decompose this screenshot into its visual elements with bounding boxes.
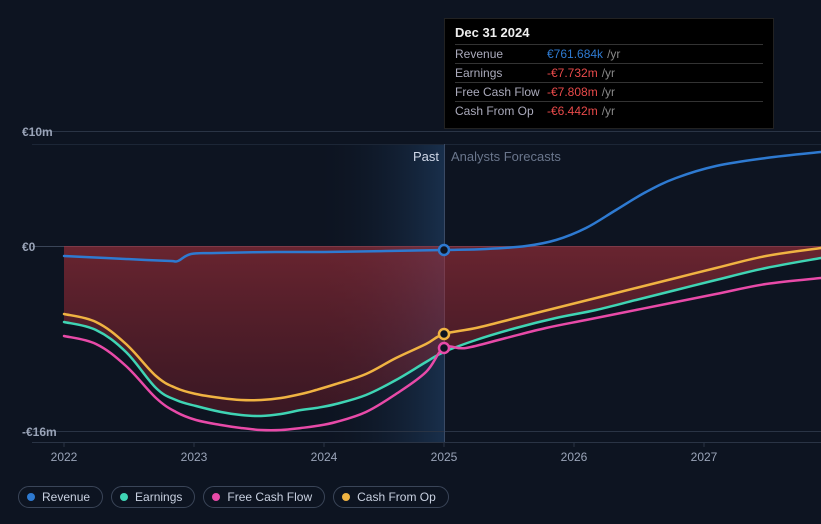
legend-label: Earnings <box>135 490 182 504</box>
x-tick-label: 2022 <box>51 450 78 464</box>
tooltip-value: €761.684k <box>547 47 603 61</box>
past-region-label: Past <box>413 149 439 164</box>
x-tick-label: 2027 <box>691 450 718 464</box>
financials-forecast-chart: €10m €0 -€16m 2022 2023 2024 2025 2026 2… <box>16 0 805 524</box>
y-tick-label: -€16m <box>22 425 57 439</box>
tooltip-label: Cash From Op <box>455 104 547 118</box>
legend-label: Revenue <box>42 490 90 504</box>
legend-item-cfo[interactable]: Cash From Op <box>333 486 449 508</box>
tooltip-date: Dec 31 2024 <box>455 25 763 44</box>
x-tick-label: 2023 <box>181 450 208 464</box>
tooltip-value: -€7.808m <box>547 85 598 99</box>
tooltip-row-revenue: Revenue €761.684k /yr <box>455 44 763 63</box>
legend-item-fcf[interactable]: Free Cash Flow <box>203 486 325 508</box>
tooltip-unit: /yr <box>602 104 615 118</box>
legend-label: Cash From Op <box>357 490 436 504</box>
tooltip-row-earnings: Earnings -€7.732m /yr <box>455 63 763 82</box>
tooltip-value: -€6.442m <box>547 104 598 118</box>
legend-item-revenue[interactable]: Revenue <box>18 486 103 508</box>
tooltip-label: Earnings <box>455 66 547 80</box>
legend-dot-icon <box>212 493 220 501</box>
legend-item-earnings[interactable]: Earnings <box>111 486 195 508</box>
tooltip-value: -€7.732m <box>547 66 598 80</box>
legend-dot-icon <box>342 493 350 501</box>
x-tick-label: 2025 <box>431 450 458 464</box>
legend-label: Free Cash Flow <box>227 490 312 504</box>
tooltip-row-cfo: Cash From Op -€6.442m /yr <box>455 101 763 120</box>
forecast-region-label: Analysts Forecasts <box>451 149 561 164</box>
tooltip-label: Revenue <box>455 47 547 61</box>
x-tick-label: 2024 <box>311 450 338 464</box>
tooltip-unit: /yr <box>602 66 615 80</box>
x-tick-label: 2026 <box>561 450 588 464</box>
tooltip-label: Free Cash Flow <box>455 85 547 99</box>
tooltip-unit: /yr <box>607 47 620 61</box>
chart-tooltip: Dec 31 2024 Revenue €761.684k /yr Earnin… <box>444 18 774 129</box>
tooltip-unit: /yr <box>602 85 615 99</box>
legend-dot-icon <box>27 493 35 501</box>
legend-dot-icon <box>120 493 128 501</box>
y-tick-label: €10m <box>22 125 53 139</box>
y-tick-label: €0 <box>22 240 35 254</box>
tooltip-row-fcf: Free Cash Flow -€7.808m /yr <box>455 82 763 101</box>
chart-legend: Revenue Earnings Free Cash Flow Cash Fro… <box>18 486 449 508</box>
